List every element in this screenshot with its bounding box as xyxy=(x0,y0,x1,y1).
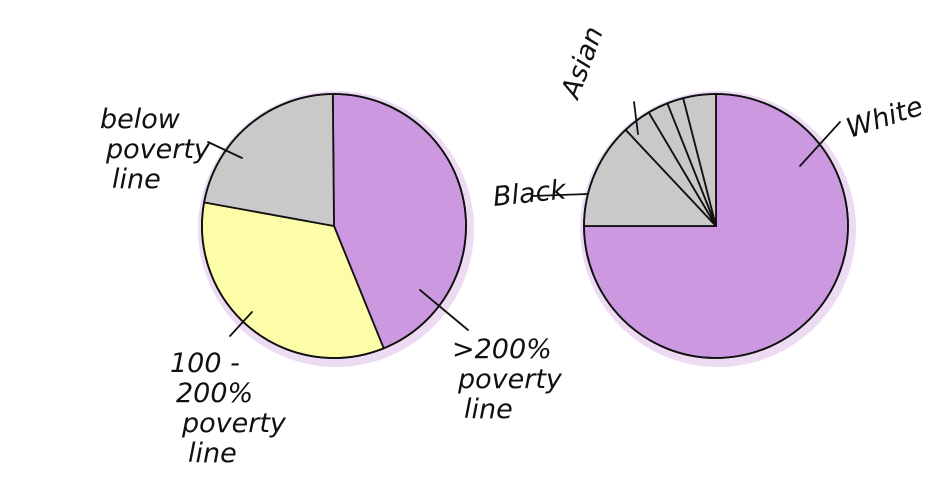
slice-label-100-200-poverty-line: 100 -200% poverty line xyxy=(170,348,287,469)
slice-label-line: poverty xyxy=(105,134,211,165)
slice-label-line: line xyxy=(464,394,513,425)
slice-label-line: 200% xyxy=(176,378,253,409)
slice-label-line: line xyxy=(188,438,237,469)
pie-outline xyxy=(201,93,467,359)
slice-label-line: line xyxy=(112,164,161,195)
leader-line xyxy=(419,289,469,331)
slice-label-asian: Asian xyxy=(555,23,610,105)
slice-label-line: >200% xyxy=(452,334,552,365)
leader-line xyxy=(229,311,253,337)
leader-line xyxy=(207,141,243,159)
race-pie-chart: White Black Asian xyxy=(491,23,927,367)
slice-label-line: White xyxy=(843,91,927,145)
slice-label-line: poverty xyxy=(457,364,563,395)
slice-label-line: below xyxy=(100,104,181,135)
slice-label-line: Black xyxy=(491,174,568,213)
leader-line xyxy=(633,101,639,135)
pie-outline xyxy=(583,93,849,359)
slice-label-below-poverty-line: below poverty line xyxy=(100,104,211,195)
slice-label-line: Asian xyxy=(555,23,610,105)
slice-label-200-poverty-line: >200% poverty line xyxy=(452,334,563,425)
pie-slice-below-poverty-line xyxy=(203,93,335,227)
slice-label-line: 100 - xyxy=(170,348,240,379)
leader-line xyxy=(799,121,841,167)
slice-label-line: poverty xyxy=(181,408,287,439)
leader-line xyxy=(531,193,589,197)
slice-label-white: White xyxy=(843,91,927,145)
slice-label-black: Black xyxy=(491,174,568,213)
